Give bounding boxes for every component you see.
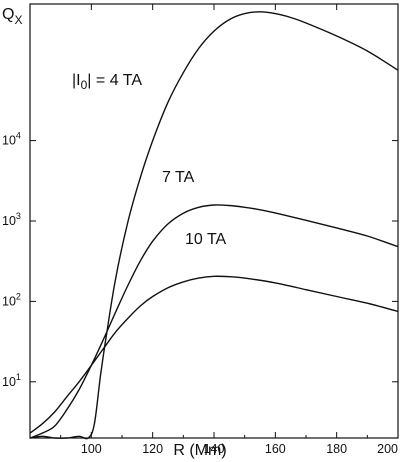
x-tick-label: 100 (81, 442, 102, 456)
series-line-2 (29, 204, 399, 439)
axis-ticks: 100 120 140 160 180 200 101 102 103 104 (2, 4, 399, 456)
x-tick-label: 120 (142, 442, 163, 456)
y-tick-label: 104 (2, 131, 21, 148)
series-label-10ta: 10 TA (185, 231, 227, 248)
y-axis-label: QX (2, 6, 22, 27)
series-line-1 (29, 11, 399, 440)
x-tick-label: 160 (265, 442, 286, 456)
x-tick-label: 200 (377, 442, 398, 456)
y-tick-label: 103 (2, 211, 21, 228)
y-tick-label: 102 (2, 291, 21, 308)
y-tick-label: 101 (2, 372, 21, 389)
series-line-3 (29, 275, 399, 434)
x-tick-label: 140 (204, 442, 225, 456)
series-label-4ta: |I0| = 4 TA (72, 72, 142, 92)
x-tick-label: 180 (326, 442, 347, 456)
x-axis-label: R (Mm) (173, 442, 226, 459)
series-label-7ta: 7 TA (162, 169, 195, 186)
series-labels: |I0| = 4 TA 7 TA 10 TA (72, 72, 227, 248)
series-curves (29, 11, 399, 440)
